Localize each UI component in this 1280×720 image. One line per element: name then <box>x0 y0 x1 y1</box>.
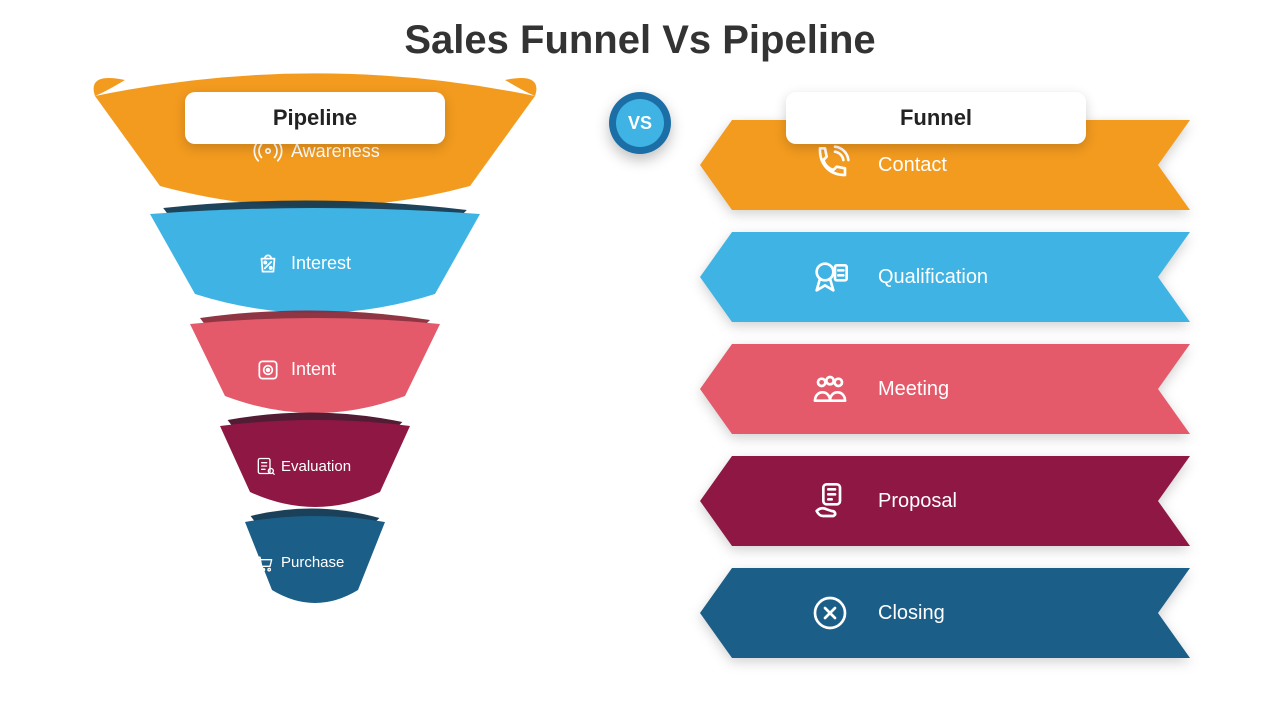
people-icon <box>810 369 850 409</box>
pipeline-stage-purchase: Purchase <box>95 516 535 634</box>
pipeline-stage-label: Intent <box>255 357 336 383</box>
funnel-stage-content: Closing <box>700 568 1190 658</box>
pipeline-stage-label: Purchase <box>255 553 344 573</box>
funnel-stage-qualification: Qualification <box>700 232 1190 322</box>
funnel-stage-content: Meeting <box>700 344 1190 434</box>
pipeline-funnel: Awareness Interest Intent Evaluation Pur… <box>95 90 535 700</box>
vs-badge: VS <box>609 92 671 154</box>
pipeline-stage-label: Evaluation <box>255 456 351 476</box>
doc-hand-icon <box>810 481 850 521</box>
target-icon <box>255 357 281 383</box>
pipeline-header-text: Pipeline <box>273 105 357 131</box>
funnel-header: Funnel <box>786 92 1086 144</box>
stage-text: Meeting <box>878 378 949 401</box>
funnel-header-text: Funnel <box>900 105 972 131</box>
checklist-icon <box>255 456 275 476</box>
stage-text: Qualification <box>878 266 988 289</box>
stage-text: Proposal <box>878 490 957 513</box>
x-circle-icon <box>810 593 850 633</box>
badge-icon <box>810 257 850 297</box>
funnel-stage-meeting: Meeting <box>700 344 1190 434</box>
funnel-stage-proposal: Proposal <box>700 456 1190 546</box>
stage-text: Closing <box>878 602 945 625</box>
phone-icon <box>810 145 850 185</box>
cart-icon <box>255 553 275 573</box>
stage-text: Contact <box>878 154 947 177</box>
stage-text: Purchase <box>281 554 344 571</box>
stage-text: Intent <box>291 359 336 380</box>
pipeline-header: Pipeline <box>185 92 445 144</box>
pipeline-stage-label: Interest <box>255 250 351 276</box>
vs-label: VS <box>616 99 664 147</box>
funnel-arrows: Contact Qualification Meeting Proposal C <box>700 120 1190 680</box>
stage-text: Interest <box>291 253 351 274</box>
stage-text: Evaluation <box>281 458 351 475</box>
funnel-stage-content: Qualification <box>700 232 1190 322</box>
funnel-stage-closing: Closing <box>700 568 1190 658</box>
funnel-stage-content: Proposal <box>700 456 1190 546</box>
page-title: Sales Funnel Vs Pipeline <box>0 18 1280 63</box>
percent-bag-icon <box>255 250 281 276</box>
